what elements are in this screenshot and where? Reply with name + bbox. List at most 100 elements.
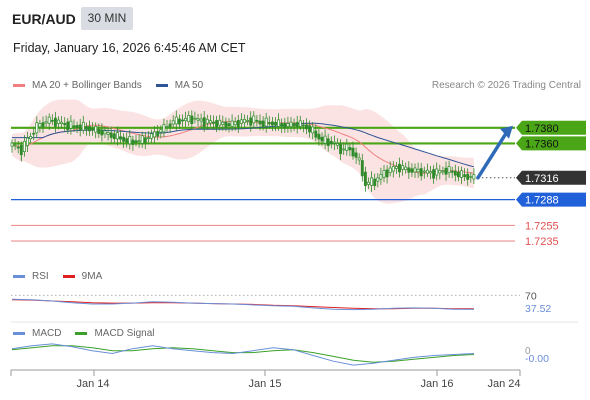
candle-body	[137, 140, 141, 143]
level-tag-text-4: 1.7255	[525, 220, 559, 232]
candle-body	[230, 120, 234, 127]
candle-body	[317, 133, 321, 140]
candle-body	[444, 167, 448, 175]
candle-body	[103, 130, 107, 135]
candle-body	[35, 122, 39, 134]
candle-body	[326, 138, 330, 146]
level-tag-text-1: 1.7360	[525, 138, 559, 150]
candle-body	[416, 168, 420, 173]
candle-body	[450, 170, 454, 173]
candle-body	[91, 128, 95, 131]
candle-body	[382, 170, 386, 178]
candle-body	[156, 131, 160, 137]
candle-body	[332, 141, 336, 144]
candle-body	[174, 116, 178, 125]
candle-body	[373, 178, 377, 187]
candle-body	[53, 117, 57, 127]
candle-body	[115, 132, 119, 140]
candle-body	[277, 119, 281, 127]
candle-body	[44, 121, 48, 124]
level-tag-bg-3	[516, 192, 586, 207]
candle-body	[94, 126, 98, 133]
candle-body	[140, 135, 144, 144]
candle-body	[463, 174, 467, 178]
candle-body	[88, 126, 91, 132]
candle-body	[274, 122, 277, 126]
candle-body	[187, 115, 191, 122]
candle-body	[109, 132, 113, 138]
candle-body	[125, 138, 129, 143]
candle-body	[184, 117, 188, 122]
ma50-swatch	[155, 84, 168, 87]
candle-body	[131, 139, 135, 145]
candle-body	[22, 140, 26, 152]
candle-body	[171, 120, 175, 125]
candle-body	[181, 119, 184, 122]
candle-body	[398, 163, 401, 173]
candle-body	[47, 116, 51, 124]
candle-body	[66, 121, 70, 131]
candle-body	[221, 121, 225, 125]
candle-body	[404, 166, 408, 171]
candle-body	[193, 117, 197, 120]
candle-body	[432, 169, 436, 179]
candle-body	[212, 121, 215, 124]
bollinger-bands	[12, 99, 474, 204]
level-tags: 1.7380 1.7360 1.7316 1.7288 1.7255 1.7235	[516, 120, 586, 248]
main-legend: MA 20 + Bollinger Bands MA 50	[13, 80, 203, 91]
candle-body	[429, 171, 432, 174]
candle-body	[32, 132, 36, 135]
rsi-line	[11, 298, 474, 311]
candle-body	[128, 136, 132, 145]
candle-body	[438, 170, 442, 174]
candle-body	[218, 119, 222, 126]
candle-body	[10, 142, 14, 147]
time-label-2: Jan 16	[420, 378, 453, 390]
candle-body	[239, 119, 243, 124]
candle-body	[348, 147, 352, 151]
macd-legend: MACD MACD Signal	[13, 328, 154, 339]
level-tag-text-2: 1.7316	[525, 173, 559, 185]
candle-body	[314, 130, 318, 138]
candle-body	[233, 121, 237, 125]
candle-body	[422, 170, 426, 173]
candle-body	[441, 170, 445, 173]
macd-legend-label: MACD	[32, 328, 62, 339]
candle-body	[385, 169, 389, 178]
candle-body	[162, 124, 166, 133]
candle-body	[413, 167, 417, 173]
candle-body	[419, 168, 423, 177]
candle-body	[177, 118, 181, 125]
timeframe-badge[interactable]: 30 MIN	[81, 7, 133, 30]
candle-body	[370, 177, 374, 186]
copyright-label: Research © 2026 Trading Central	[431, 80, 581, 91]
candle-body	[320, 136, 324, 142]
candle-body	[469, 176, 473, 178]
candle-body	[190, 115, 194, 124]
rsi-ma-legend-label: 9MA	[81, 271, 103, 282]
candle-body	[16, 146, 20, 149]
candle-body	[112, 133, 116, 140]
candle-body	[205, 118, 209, 124]
candle-body	[246, 120, 250, 122]
forecast-arrow	[476, 125, 513, 180]
candle-body	[394, 166, 398, 169]
candle-body	[97, 128, 101, 134]
candle-body	[261, 120, 265, 128]
candle-body	[280, 123, 284, 127]
candle-body	[258, 120, 262, 125]
candle-body	[376, 177, 380, 182]
macd-signal-swatch	[75, 332, 88, 335]
level-tag-text-0: 1.7380	[525, 123, 559, 135]
candle-body	[50, 119, 54, 122]
candle-body	[357, 157, 361, 161]
candle-body	[78, 124, 82, 131]
rsi-level-label: 70	[525, 290, 537, 302]
candle-body	[236, 120, 240, 128]
candle-body	[159, 129, 163, 133]
candle-body	[196, 118, 200, 121]
candle-body	[134, 140, 138, 143]
candlesticks	[10, 110, 476, 193]
candle-body	[292, 123, 296, 127]
